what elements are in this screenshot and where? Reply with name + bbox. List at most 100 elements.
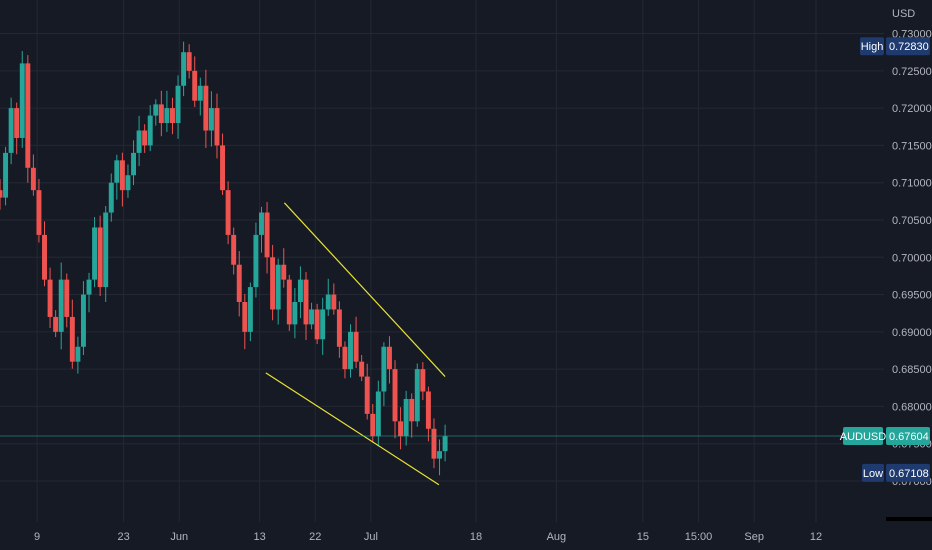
high-label: High — [861, 41, 884, 53]
low-value: 0.67108 — [889, 468, 929, 480]
x-tick-label: Aug — [547, 531, 567, 543]
candle-body — [364, 376, 370, 414]
scale-bottom-bar — [886, 517, 932, 521]
candle-body — [64, 279, 70, 317]
candle-body — [108, 182, 114, 213]
candle-body — [414, 369, 420, 422]
symbol-label-bg — [843, 426, 883, 445]
candle-body — [47, 279, 53, 317]
candle-body — [398, 421, 404, 437]
x-tick-label: 9 — [34, 531, 40, 543]
trendlines — [265, 202, 446, 486]
candle-body — [392, 369, 398, 422]
high-label-bg — [860, 37, 884, 56]
candle-body — [420, 369, 426, 392]
candle-body — [58, 279, 64, 332]
y-tick-label: 0.68500 — [892, 364, 932, 376]
x-tick-label: 23 — [118, 531, 130, 543]
candle-body — [353, 331, 359, 362]
candle-body — [370, 413, 376, 437]
candle-body — [297, 279, 303, 303]
last-price-value: 0.67604 — [889, 431, 929, 443]
candle-body — [403, 398, 409, 437]
candle-body — [19, 63, 25, 138]
candle-body — [331, 294, 337, 310]
candle-body — [281, 264, 287, 280]
y-tick-label: 0.70000 — [892, 252, 932, 264]
candle-body — [170, 108, 175, 124]
candle-body — [208, 108, 214, 131]
candle-body — [14, 108, 20, 138]
candle-body — [236, 264, 242, 303]
y-tick-label: 0.72500 — [892, 66, 932, 78]
candle-body — [292, 302, 298, 325]
candle-body — [75, 346, 81, 362]
candle-body — [142, 130, 148, 146]
candle-body — [86, 279, 92, 295]
high-value-bg — [886, 37, 930, 56]
candle-body — [359, 361, 365, 377]
candle-body — [25, 63, 31, 168]
candle-body — [336, 309, 342, 347]
candle-body — [119, 160, 125, 191]
time-scale[interactable]: 9 23 Jun 13 22 Jul 18 Aug 15 15:00 Sep 12 — [34, 531, 822, 543]
candle-body — [247, 287, 253, 332]
candle-body — [386, 346, 392, 370]
candle-body — [259, 212, 264, 235]
candle-body — [30, 167, 36, 191]
low-label: Low — [863, 468, 883, 480]
candle-body — [136, 130, 142, 153]
candle-body — [153, 104, 159, 116]
x-tick-label: 18 — [470, 531, 482, 543]
candle-body — [103, 212, 109, 288]
candle-body — [325, 294, 331, 310]
candle-body — [158, 104, 164, 124]
y-tick-label: 0.69000 — [892, 327, 932, 339]
candle-body — [186, 52, 192, 71]
price-scale[interactable]: USD 0.730000.725000.720000.715000.710000… — [892, 8, 932, 488]
candle-body — [214, 108, 220, 146]
candle-body — [425, 391, 431, 429]
x-tick-label: 15:00 — [685, 531, 713, 543]
candle-body — [0, 190, 3, 198]
candle-body — [97, 227, 103, 288]
last-price-badge: AUDUSD 0.67604 — [840, 426, 930, 445]
y-tick-label: 0.71000 — [892, 178, 932, 190]
candle-body — [114, 160, 120, 183]
candle-body — [164, 108, 170, 124]
x-tick-label: 22 — [309, 531, 321, 543]
last-value-bg — [886, 426, 930, 445]
candle-body — [225, 190, 231, 235]
candle-body — [69, 316, 75, 362]
candle-body — [275, 264, 281, 310]
candle-body — [36, 190, 42, 235]
candle-body — [53, 316, 59, 332]
candle-body — [80, 294, 86, 347]
candle-body — [431, 428, 437, 459]
x-tick-label: 15 — [637, 531, 649, 543]
low-value-bg — [886, 463, 930, 482]
candle-body — [375, 391, 381, 437]
low-badge: Low 0.67108 — [862, 463, 930, 482]
candle-body — [203, 85, 209, 131]
candle-body — [437, 451, 442, 459]
candle-body — [92, 227, 98, 280]
grid — [0, 0, 884, 522]
y-tick-label: 0.70500 — [892, 215, 932, 227]
candle-body — [286, 279, 292, 325]
y-tick-label: 0.68000 — [892, 401, 932, 413]
candles — [0, 41, 448, 476]
candle-body — [409, 398, 415, 422]
candle-body — [175, 85, 181, 124]
candle-body — [181, 52, 187, 86]
candle-body — [381, 346, 387, 392]
candle-body — [314, 309, 320, 340]
y-tick-label: 0.69500 — [892, 290, 932, 302]
candle-body — [242, 302, 248, 332]
candle-body — [264, 212, 270, 258]
high-badge: High 0.72830 — [860, 37, 930, 56]
candle-body — [197, 85, 203, 101]
candle-body — [131, 152, 136, 176]
